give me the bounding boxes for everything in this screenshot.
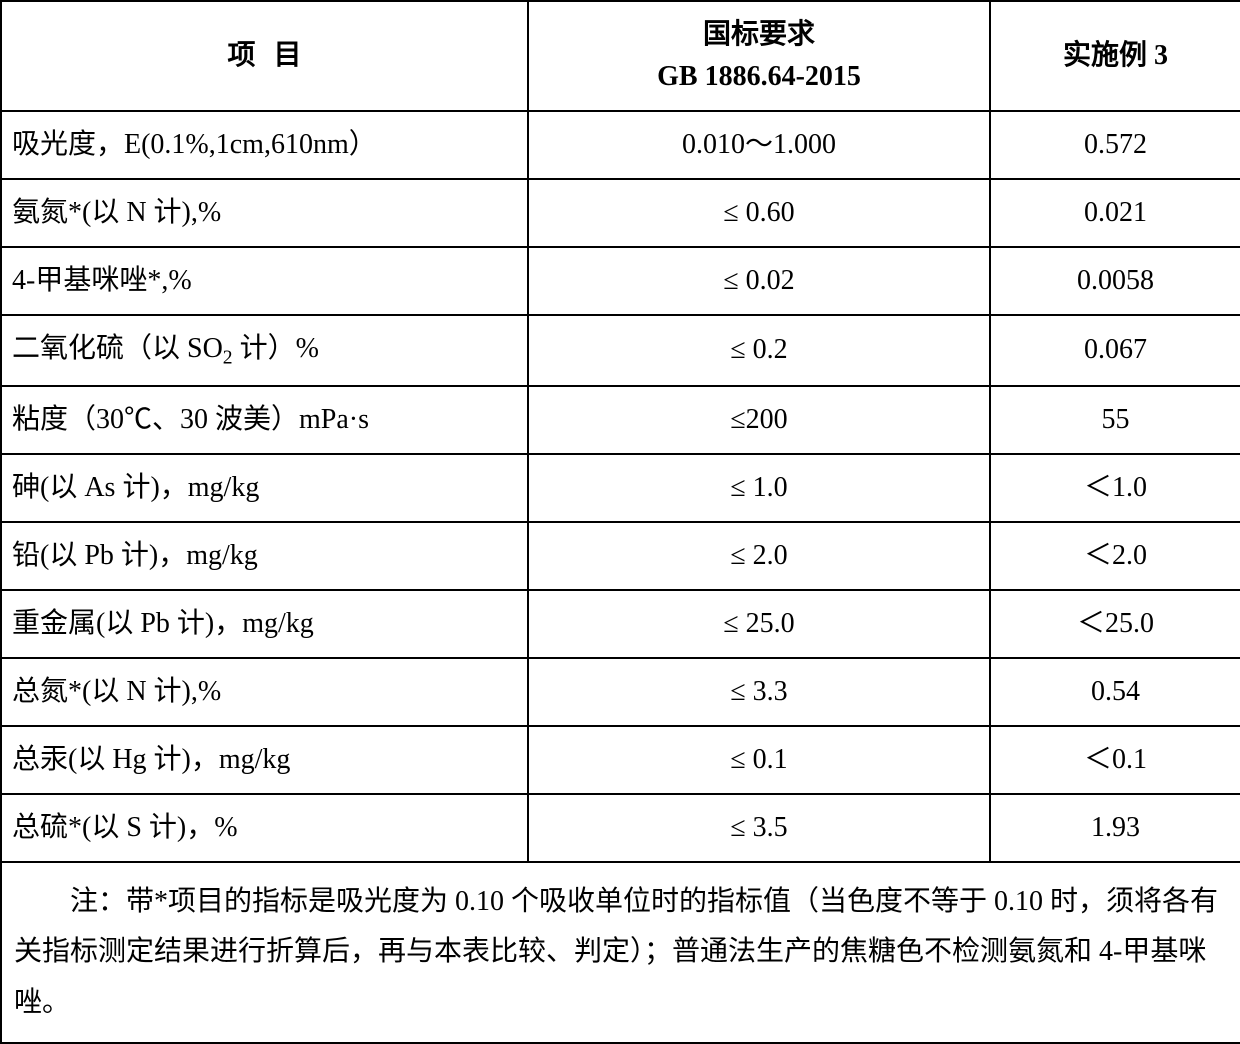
cell-standard: ≤ 3.3 xyxy=(528,658,990,726)
table-row: 重金属(以 Pb 计)，mg/kg ≤ 25.0 ＜25.0 xyxy=(1,590,1240,658)
table-row: 总氮*(以 N 计),% ≤ 3.3 0.54 xyxy=(1,658,1240,726)
cell-item: 4-甲基咪唑*,% xyxy=(1,247,528,315)
table-header: 项目 国标要求 GB 1886.64-2015 实施例 3 xyxy=(1,1,1240,111)
table-body: 吸光度，E(0.1%,1cm,610nm） 0.010～1.000 0.572 … xyxy=(1,111,1240,1043)
cell-standard: ≤ 25.0 xyxy=(528,590,990,658)
cell-example: ＜25.0 xyxy=(990,590,1240,658)
table-row: 吸光度，E(0.1%,1cm,610nm） 0.010～1.000 0.572 xyxy=(1,111,1240,179)
cell-example: 1.93 xyxy=(990,794,1240,862)
cell-example: ＜1.0 xyxy=(990,454,1240,522)
table-row: 铅(以 Pb 计)，mg/kg ≤ 2.0 ＜2.0 xyxy=(1,522,1240,590)
header-standard-line2: GB 1886.64-2015 xyxy=(539,56,979,98)
header-example: 实施例 3 xyxy=(990,1,1240,111)
cell-example: 0.0058 xyxy=(990,247,1240,315)
cell-item: 氨氮*(以 N 计),% xyxy=(1,179,528,247)
cell-standard: ≤ 0.2 xyxy=(528,315,990,386)
cell-item: 总硫*(以 S 计)，% xyxy=(1,794,528,862)
cell-standard: ≤ 0.02 xyxy=(528,247,990,315)
cell-example: 0.067 xyxy=(990,315,1240,386)
header-row: 项目 国标要求 GB 1886.64-2015 实施例 3 xyxy=(1,1,1240,111)
cell-example: ＜0.1 xyxy=(990,726,1240,794)
cell-standard: ≤ 3.5 xyxy=(528,794,990,862)
cell-example: 0.572 xyxy=(990,111,1240,179)
footnote-row: 注：带*项目的指标是吸光度为 0.10 个吸收单位时的指标值（当色度不等于 0.… xyxy=(1,862,1240,1043)
cell-item: 总汞(以 Hg 计)，mg/kg xyxy=(1,726,528,794)
table-row: 4-甲基咪唑*,% ≤ 0.02 0.0058 xyxy=(1,247,1240,315)
cell-example: 55 xyxy=(990,386,1240,454)
header-item: 项目 xyxy=(1,1,528,111)
cell-item: 粘度（30℃、30 波美）mPa·s xyxy=(1,386,528,454)
specifications-table: 项目 国标要求 GB 1886.64-2015 实施例 3 吸光度，E(0.1%… xyxy=(0,0,1240,1044)
cell-standard: ≤ 2.0 xyxy=(528,522,990,590)
cell-standard: ≤200 xyxy=(528,386,990,454)
table-row: 粘度（30℃、30 波美）mPa·s ≤200 55 xyxy=(1,386,1240,454)
cell-standard: 0.010～1.000 xyxy=(528,111,990,179)
cell-item: 砷(以 As 计)，mg/kg xyxy=(1,454,528,522)
table-row: 总硫*(以 S 计)，% ≤ 3.5 1.93 xyxy=(1,794,1240,862)
table-row: 氨氮*(以 N 计),% ≤ 0.60 0.021 xyxy=(1,179,1240,247)
cell-item: 吸光度，E(0.1%,1cm,610nm） xyxy=(1,111,528,179)
footnote: 注：带*项目的指标是吸光度为 0.10 个吸收单位时的指标值（当色度不等于 0.… xyxy=(1,862,1240,1043)
cell-example: ＜2.0 xyxy=(990,522,1240,590)
cell-item: 总氮*(以 N 计),% xyxy=(1,658,528,726)
cell-example: 0.021 xyxy=(990,179,1240,247)
table-row: 砷(以 As 计)，mg/kg ≤ 1.0 ＜1.0 xyxy=(1,454,1240,522)
table-row: 二氧化硫（以 SO2 计）% ≤ 0.2 0.067 xyxy=(1,315,1240,386)
cell-item: 重金属(以 Pb 计)，mg/kg xyxy=(1,590,528,658)
cell-item: 铅(以 Pb 计)，mg/kg xyxy=(1,522,528,590)
cell-example: 0.54 xyxy=(990,658,1240,726)
header-standard: 国标要求 GB 1886.64-2015 xyxy=(528,1,990,111)
cell-standard: ≤ 0.1 xyxy=(528,726,990,794)
table-row: 总汞(以 Hg 计)，mg/kg ≤ 0.1 ＜0.1 xyxy=(1,726,1240,794)
cell-item: 二氧化硫（以 SO2 计）% xyxy=(1,315,528,386)
cell-standard: ≤ 0.60 xyxy=(528,179,990,247)
header-standard-line1: 国标要求 xyxy=(539,14,979,56)
cell-standard: ≤ 1.0 xyxy=(528,454,990,522)
